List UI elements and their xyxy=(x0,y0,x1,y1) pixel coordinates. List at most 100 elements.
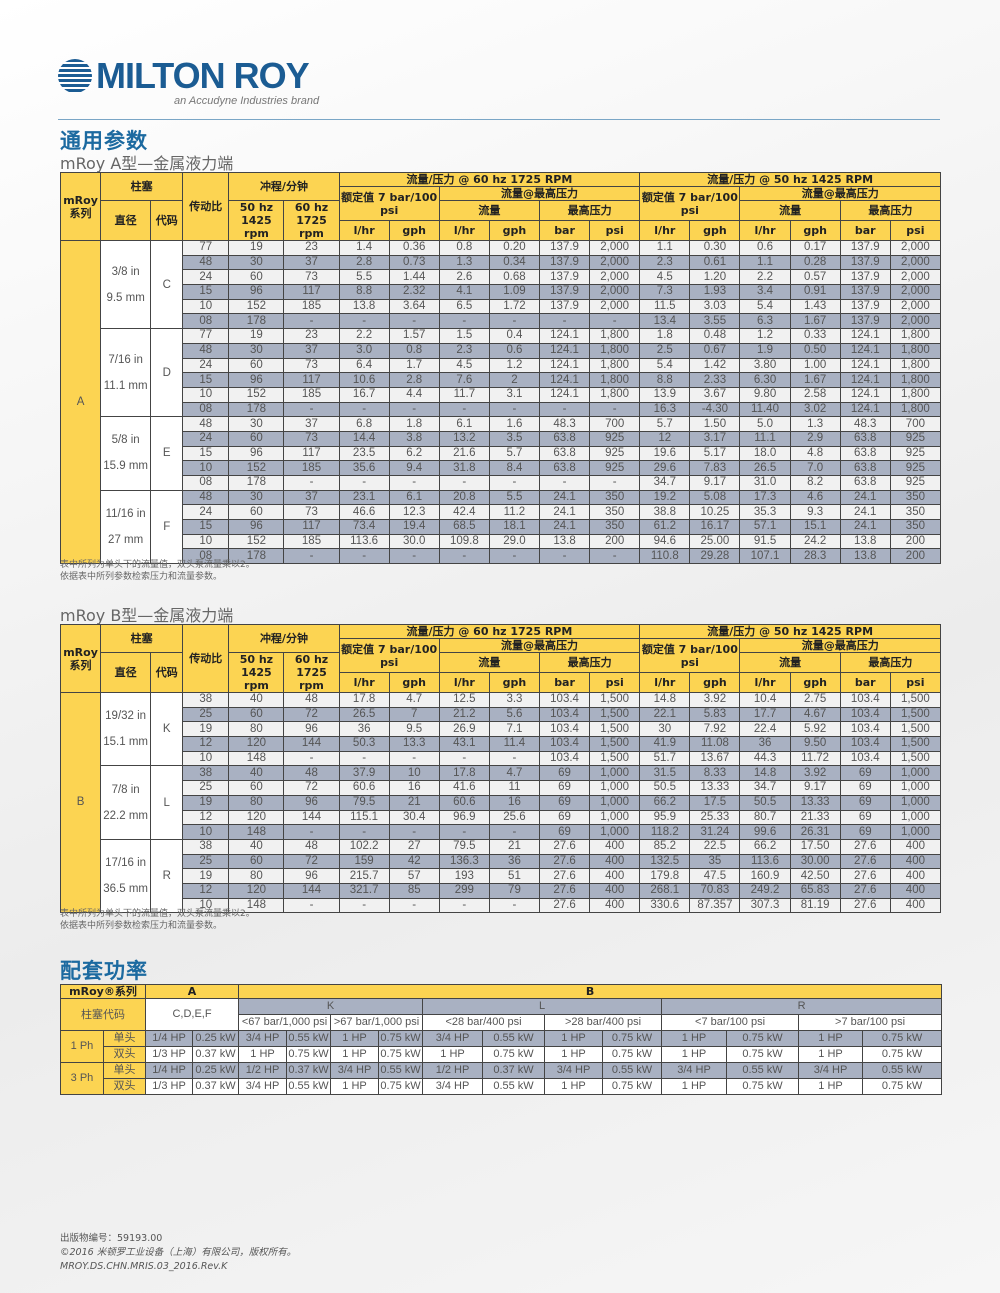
table-cell: 152 xyxy=(228,460,285,476)
table-cell: 400 xyxy=(889,853,942,870)
table-cell: 4.4 xyxy=(388,386,440,403)
table-cell: 50.3 xyxy=(338,736,390,752)
table-cell: 1,000 xyxy=(589,809,641,826)
logo-globe-icon xyxy=(58,59,92,93)
table-cell: 27.6 xyxy=(839,882,891,899)
table-cell: 3.3 xyxy=(488,692,541,708)
table-cell: 29.0 xyxy=(488,533,541,550)
table-cell: 10.6 xyxy=(338,372,390,388)
table-cell: 124.1 xyxy=(538,386,591,403)
table-row: 15 96 117 73.4 19.4 68.5 18.1 24.1 350 61.2 16.17 5… xyxy=(61,519,942,535)
lhr-header: l/hr xyxy=(338,220,390,241)
table-cell: 185 xyxy=(283,386,340,403)
power-cell: 3/4 HP xyxy=(238,1030,288,1047)
code-header: 代码 xyxy=(150,652,184,693)
table-cell: 1.2 xyxy=(739,328,791,344)
table-cell: 19 xyxy=(228,328,285,344)
at-max-header: 流量@最高压力 xyxy=(739,186,941,201)
table-cell: - xyxy=(438,750,490,767)
table-cell: 79 xyxy=(488,882,541,899)
table-cell: 7.0 xyxy=(789,460,841,476)
table-cell: 0.20 xyxy=(488,240,541,256)
block-60hz-header: 流量/压力 @ 60 hz 1725 RPM xyxy=(338,624,641,639)
table-cell: 1.67 xyxy=(789,372,841,388)
table-cell: 66.2 xyxy=(639,794,691,811)
table-row: 10 152 185 113.6 30.0 109.8 29.0 13.8 200 94.6 25.… xyxy=(61,533,942,550)
diameter-mm: 27 mm xyxy=(108,533,144,546)
table-cell: 73 xyxy=(283,504,340,521)
table-cell: 8.2 xyxy=(789,475,841,491)
power-cell: 1 HP xyxy=(422,1046,484,1063)
table-cell: - xyxy=(283,897,340,914)
table-cell: 2.33 xyxy=(689,372,741,388)
table-row: 08 178- - - - - - -110.8 29.28 107.1 28.3 13.8 200 xyxy=(61,548,942,565)
table-cell: 7.6 xyxy=(438,372,490,388)
table-cell: 2,000 xyxy=(889,254,942,271)
table-cell: 0.68 xyxy=(488,269,541,286)
table-cell: - xyxy=(388,401,440,418)
table-cell: 30.0 xyxy=(388,533,440,550)
at-max-header: 流量@最高压力 xyxy=(739,638,941,653)
power-cell: 0.75 kW xyxy=(378,1078,424,1095)
table-cell: 60.6 xyxy=(338,780,390,796)
table-cell: 37 xyxy=(283,254,340,271)
rated-header: 额定值 7 bar/100 psi xyxy=(639,186,741,221)
table-cell: 11.08 xyxy=(689,736,741,752)
table-cell: 91.5 xyxy=(739,533,791,550)
table-cell: - xyxy=(388,824,440,840)
table-cell: 103.4 xyxy=(839,721,891,738)
table-cell: 12.3 xyxy=(388,504,440,521)
table-cell: 1,800 xyxy=(889,328,942,344)
table-cell: 19 xyxy=(182,794,230,811)
series-cell: B xyxy=(59,691,102,914)
plunger-code: F xyxy=(150,489,184,565)
table-cell: 17.8 xyxy=(438,765,490,782)
table-cell: 8.4 xyxy=(488,460,541,476)
table-cell: 2,000 xyxy=(889,284,942,300)
table-cell: 30 xyxy=(639,721,691,738)
power-cell: 1 HP xyxy=(238,1046,288,1063)
table-cell: 1.8 xyxy=(388,416,440,432)
lhr-header: l/hr xyxy=(438,672,490,693)
table-cell: 330.6 xyxy=(639,897,691,914)
table-cell: 137.9 xyxy=(538,240,591,256)
table-cell: 5.6 xyxy=(488,706,541,723)
table-cell: 18.1 xyxy=(488,519,541,535)
table-cell: 5.08 xyxy=(689,489,741,506)
brand-tagline: an Accudyne Industries brand xyxy=(174,95,320,107)
max-pressure-header: 最高压力 xyxy=(839,652,942,673)
power-cell: 0.55 kW xyxy=(286,1078,332,1095)
table-row: 10 148- - - - -27.6 400 330.6 87.357 307.3 81.19 27… xyxy=(61,897,942,914)
table-cell: - xyxy=(438,548,490,565)
table-cell: 27.6 xyxy=(839,838,891,855)
table-cell: 19 xyxy=(182,868,230,884)
table-cell: 1,500 xyxy=(589,692,641,708)
power-cell: 0.75 kW xyxy=(862,1078,943,1095)
table-cell: 120 xyxy=(228,736,285,752)
table-cell: 1.4 xyxy=(338,240,390,256)
table-cell: 1,000 xyxy=(889,765,942,782)
table-cell: 3.64 xyxy=(388,298,440,315)
60hz-header: 60 hz 1725 rpm xyxy=(283,200,340,241)
table-cell: 38 xyxy=(182,692,230,708)
table-cell: 4.6 xyxy=(789,489,841,506)
table-cell: 124.1 xyxy=(839,328,891,344)
section-title: 通用参数 xyxy=(60,129,148,153)
table-cell: 69 xyxy=(538,809,591,826)
table-cell: 1.42 xyxy=(689,357,741,374)
table-cell: 68.5 xyxy=(438,519,490,535)
table-cell: 81.19 xyxy=(789,897,841,914)
table-cell: 96 xyxy=(283,794,340,811)
table-cell: 2.2 xyxy=(338,328,390,344)
psi-header: psi xyxy=(589,672,641,693)
table-row: 48 30 37 3.0 0.8 2.3 0.6 124.1 1,800 2.5 0.67 1.9 0.… xyxy=(61,342,942,359)
table-cell: 2.3 xyxy=(438,342,490,359)
block-50hz-header: 流量/压力 @ 50 hz 1425 RPM xyxy=(639,172,941,187)
table-cell: 08 xyxy=(182,475,230,491)
table-cell: 31.24 xyxy=(689,824,741,840)
table-cell: 2 xyxy=(488,372,541,388)
table-cell: 10.4 xyxy=(739,692,791,708)
table-cell: 69 xyxy=(839,824,891,840)
table-row: 10 148- - - - -69 1,000 118.2 31.24 99.6 26.31 69 1,… xyxy=(61,824,942,840)
table-cell: 30.00 xyxy=(789,853,841,870)
